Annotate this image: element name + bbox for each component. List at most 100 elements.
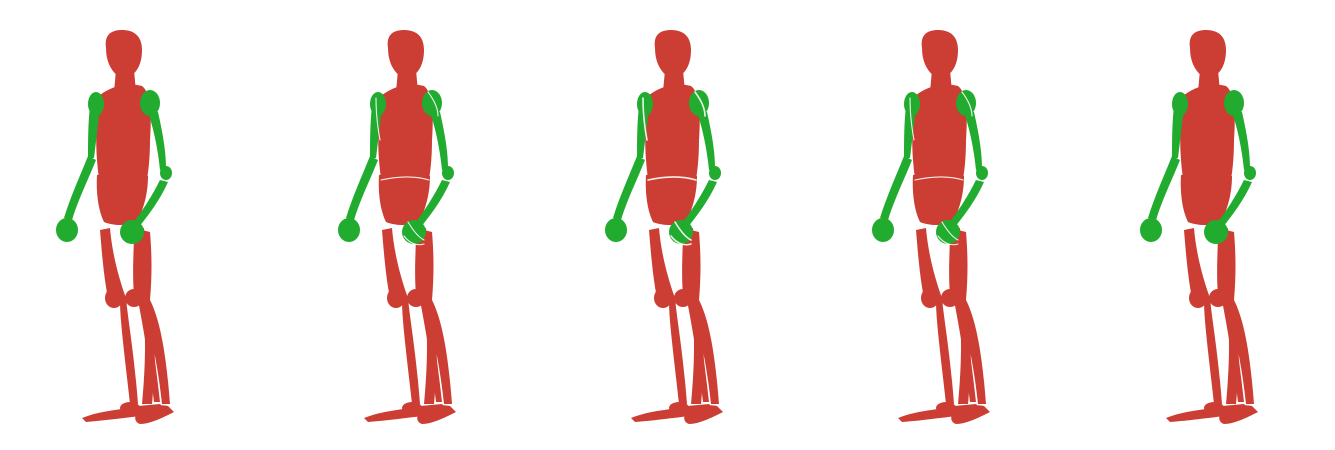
back-forearm <box>414 180 450 228</box>
near-leg <box>100 228 138 404</box>
front-shin <box>954 230 986 404</box>
highlight-stroke-4 <box>674 221 692 241</box>
front-shin <box>687 230 719 404</box>
near-upper-arm <box>637 106 649 158</box>
highlight-stroke-4 <box>407 221 425 241</box>
highlight-stroke-4 <box>941 221 959 241</box>
heel <box>669 402 689 414</box>
back-shoulder <box>140 90 160 116</box>
back-foot <box>898 404 979 422</box>
back-forearm <box>948 180 984 228</box>
heel <box>402 402 422 414</box>
near-foot <box>1219 405 1258 424</box>
highlight-stroke-2 <box>961 91 973 117</box>
skeleton-figure <box>872 30 990 424</box>
figure-1 <box>42 0 262 450</box>
near-leg <box>382 228 420 404</box>
back-hand <box>402 220 426 244</box>
near-leg <box>1184 228 1222 404</box>
front-shin <box>420 230 452 404</box>
highlight-stroke-5 <box>670 235 692 246</box>
back-foot <box>364 404 445 422</box>
back-upper-arm <box>697 112 715 170</box>
near-hand <box>872 218 894 242</box>
near-forearm <box>346 156 378 220</box>
torso <box>912 84 967 185</box>
back-upper-arm <box>964 112 982 170</box>
near-forearm <box>1148 156 1180 220</box>
near-upper-arm <box>1172 106 1184 158</box>
near-hand <box>56 218 78 242</box>
highlight-stroke-3 <box>375 97 381 141</box>
front-shin <box>138 230 170 404</box>
head <box>105 30 142 76</box>
highlight-stroke-5 <box>937 235 959 246</box>
highlight-stroke-2 <box>694 91 706 117</box>
near-foot <box>417 405 456 424</box>
pelvis <box>645 172 697 225</box>
highlight-stroke-5 <box>403 235 425 246</box>
back-forearm <box>132 180 168 228</box>
near-upper-arm <box>370 106 382 158</box>
back-hand <box>1204 220 1228 244</box>
torso <box>378 84 433 185</box>
back-forearm <box>1216 180 1252 228</box>
near-forearm <box>613 156 645 220</box>
near-leg <box>649 228 687 404</box>
figure-2 <box>324 0 544 450</box>
front-shin <box>1222 230 1254 404</box>
pelvis <box>378 172 430 225</box>
head <box>387 30 424 76</box>
back-foot <box>1166 404 1247 422</box>
torso <box>1180 84 1235 185</box>
highlight-stroke-2 <box>427 91 439 117</box>
highlight-stroke-1 <box>914 176 964 181</box>
highlight-stroke-1 <box>380 176 430 181</box>
near-foot <box>951 405 990 424</box>
back-elbow <box>1244 166 1256 180</box>
near-forearm <box>64 156 96 220</box>
skeleton-figure <box>56 30 174 424</box>
pelvis <box>912 172 964 225</box>
back-foot <box>82 404 163 422</box>
back-hand <box>936 220 960 244</box>
torso <box>645 84 700 185</box>
back-elbow <box>442 166 454 180</box>
skeleton-figure <box>1140 30 1258 424</box>
torso <box>96 84 151 185</box>
near-hand <box>605 218 627 242</box>
figure-5 <box>1126 0 1335 450</box>
near-hand <box>338 218 360 242</box>
heel <box>1204 402 1224 414</box>
highlight-stroke-3 <box>642 97 648 141</box>
figure-4 <box>858 0 1078 450</box>
skeleton-figure <box>605 30 723 424</box>
back-elbow <box>976 166 988 180</box>
back-foot <box>631 404 712 422</box>
near-foot <box>684 405 723 424</box>
head <box>1189 30 1226 76</box>
back-elbow <box>160 166 172 180</box>
back-upper-arm <box>430 112 448 170</box>
skeleton-figure <box>338 30 456 424</box>
head <box>654 30 691 76</box>
highlight-stroke-3 <box>909 97 915 141</box>
near-hand <box>1140 218 1162 242</box>
highlight-stroke-1 <box>647 176 697 181</box>
figure-3 <box>591 0 811 450</box>
back-shoulder <box>1224 90 1244 116</box>
near-upper-arm <box>904 106 916 158</box>
pelvis <box>96 172 148 225</box>
heel <box>120 402 140 414</box>
back-upper-arm <box>148 112 166 170</box>
back-elbow <box>709 166 721 180</box>
heel <box>936 402 956 414</box>
near-upper-arm <box>88 106 100 158</box>
pelvis <box>1180 172 1232 225</box>
back-hand <box>120 220 144 244</box>
near-leg <box>916 228 954 404</box>
near-forearm <box>880 156 912 220</box>
head <box>921 30 958 76</box>
near-foot <box>135 405 174 424</box>
